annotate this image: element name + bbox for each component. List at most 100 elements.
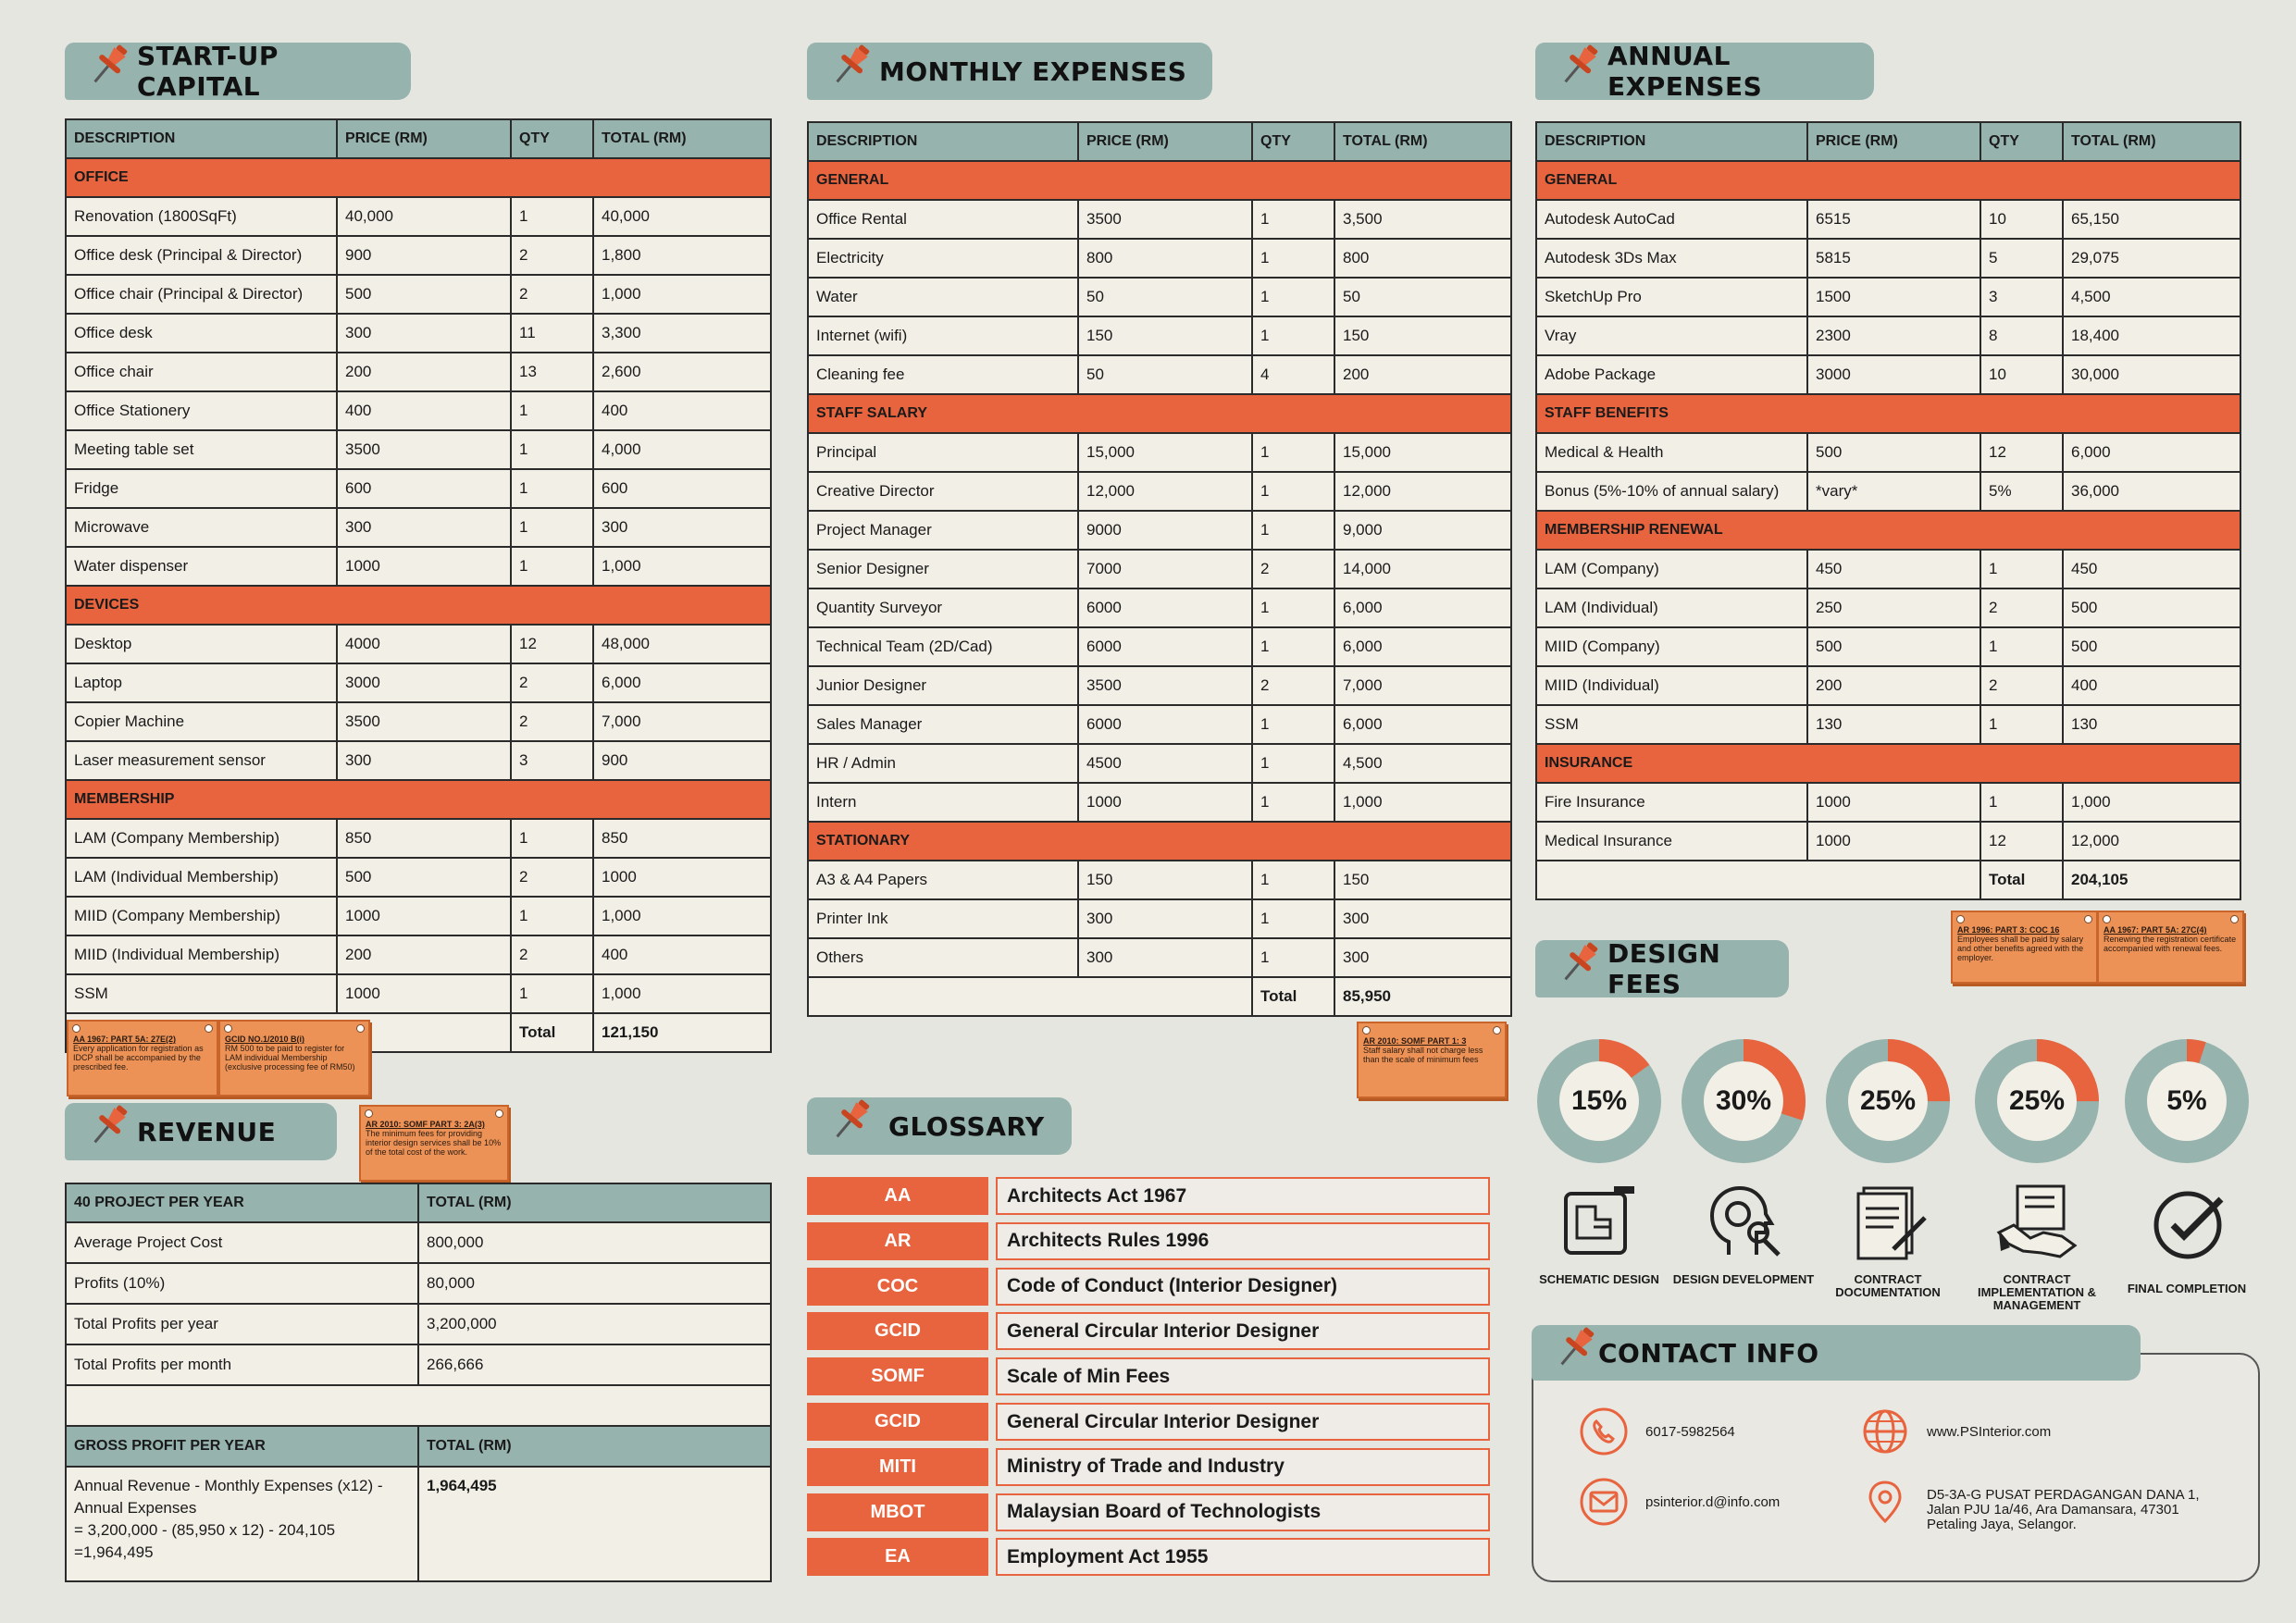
contact-phone[interactable]: 6017-5982564 bbox=[1579, 1406, 1735, 1456]
table-cell: 200 bbox=[1806, 665, 1981, 706]
glossary-row: EA Employment Act 1955 bbox=[807, 1538, 1490, 1577]
globe-icon bbox=[1863, 1409, 1907, 1454]
table-cell: 800 bbox=[1334, 238, 1512, 279]
table-cell: 29,075 bbox=[2062, 238, 2241, 279]
table-cell: 300 bbox=[336, 313, 512, 353]
sticky-note: AR 2010: SOMF PART 1: 3 Staff salary sha… bbox=[1357, 1022, 1507, 1098]
table-cell: Laptop bbox=[65, 663, 338, 703]
table-cell: 2 bbox=[510, 274, 594, 315]
table-cell: 2300 bbox=[1806, 316, 1981, 356]
table-cell: 2 bbox=[510, 701, 594, 742]
table-cell: 6515 bbox=[1806, 199, 1981, 240]
design-fees-title: DESIGN FEES bbox=[1607, 938, 1721, 999]
table-cell: 50 bbox=[1334, 277, 1512, 317]
table-cell: 1 bbox=[1251, 782, 1335, 823]
gross-line: = 3,200,000 - (85,950 x 12) - 204,105 bbox=[74, 1521, 336, 1539]
table-cell: 1 bbox=[1251, 743, 1335, 784]
fee-percent: 5% bbox=[2166, 1085, 2207, 1116]
address-text: D5-3A-G PUSAT PERDAGANGAN DANA 1, Jalan … bbox=[1927, 1477, 2200, 1532]
glossary-row: SOMF Scale of Min Fees bbox=[807, 1357, 1490, 1396]
check-icon bbox=[2153, 1191, 2224, 1259]
table-cell: 13 bbox=[510, 352, 594, 392]
section-row: DEVICES bbox=[65, 585, 772, 626]
sticky-note: GCID NO.1/2010 B(i) RM 500 to be paid to… bbox=[218, 1020, 370, 1096]
donut-fill bbox=[2125, 1039, 2249, 1163]
table-header-cell: PRICE (RM) bbox=[336, 118, 512, 159]
glossary-title-tab: GLOSSARY bbox=[807, 1097, 1072, 1155]
table-cell: 12,000 bbox=[2062, 821, 2241, 861]
fee-percent: 30% bbox=[1715, 1085, 1772, 1116]
pushpin-icon bbox=[836, 1099, 870, 1138]
table-header-cell: TOTAL (RM) bbox=[592, 118, 772, 159]
table-cell: 1 bbox=[1251, 316, 1335, 356]
contact-website[interactable]: www.PSInterior.com bbox=[1860, 1406, 2051, 1456]
table-row: Meeting table set 3500 1 4,000 bbox=[65, 429, 772, 470]
table-cell: 1 bbox=[510, 507, 594, 548]
table-row: Junior Designer 3500 2 7,000 bbox=[807, 665, 1512, 706]
contact-title-tab: CONTACT INFO bbox=[1532, 1325, 2141, 1381]
table-cell: 450 bbox=[1806, 549, 1981, 589]
table-row: Vray 2300 8 18,400 bbox=[1535, 316, 2241, 356]
table-row: Printer Ink 300 1 300 bbox=[807, 898, 1512, 939]
table-row: Office chair (Principal & Director) 500 2 1… bbox=[65, 274, 772, 315]
table-cell: 130 bbox=[2062, 704, 2241, 745]
table-cell: 8 bbox=[1980, 316, 2064, 356]
table-cell: 1,000 bbox=[2062, 782, 2241, 823]
table-cell: 1 bbox=[1251, 199, 1335, 240]
table-row: Medical Insurance 1000 12 12,000 bbox=[1535, 821, 2241, 861]
table-cell: Technical Team (2D/Cad) bbox=[807, 626, 1079, 667]
revenue-title: REVENUE bbox=[137, 1116, 277, 1147]
contact-title: CONTACT INFO bbox=[1598, 1337, 1819, 1369]
table-cell: 150 bbox=[1077, 316, 1253, 356]
table-cell: 500 bbox=[1806, 626, 1981, 667]
table-cell: 200 bbox=[1334, 354, 1512, 395]
table-cell: 1 bbox=[1251, 432, 1335, 473]
fee-donut-chart bbox=[1682, 1039, 1806, 1163]
table-cell: 6,000 bbox=[2062, 432, 2241, 473]
table-cell: 3000 bbox=[1806, 354, 1981, 395]
table-row: MIID (Individual Membership) 200 2 400 bbox=[65, 935, 772, 975]
table-cell: 3 bbox=[1980, 277, 2064, 317]
table-row: Laser measurement sensor 300 3 900 bbox=[65, 740, 772, 781]
table-cell: 1 bbox=[1251, 937, 1335, 978]
glossary-definition: Ministry of Trade and Industry bbox=[996, 1447, 1490, 1486]
table-cell: 3 bbox=[510, 740, 594, 781]
table-cell: Medical Insurance bbox=[1535, 821, 1808, 861]
table-header-row: DESCRIPTION PRICE (RM) QTY TOTAL (RM) bbox=[1535, 121, 2241, 162]
table-header-cell: TOTAL (RM) bbox=[2062, 121, 2241, 162]
contact-email[interactable]: psinterior.d@info.com bbox=[1579, 1477, 1780, 1527]
fee-percent: 25% bbox=[1859, 1085, 1917, 1116]
table-cell: *vary* bbox=[1806, 471, 1981, 512]
glossary-definition: Code of Conduct (Interior Designer) bbox=[996, 1267, 1490, 1306]
table-header-cell: DESCRIPTION bbox=[1535, 121, 1808, 162]
empty-cell bbox=[807, 976, 1253, 1017]
table-cell: 150 bbox=[1334, 860, 1512, 900]
table-cell: 1 bbox=[1980, 782, 2064, 823]
table-cell: A3 & A4 Papers bbox=[807, 860, 1079, 900]
section-label: STAFF BENEFITS bbox=[1535, 393, 2241, 434]
gross-header-row: GROSS PROFIT PER YEAR TOTAL (RM) bbox=[65, 1425, 772, 1468]
table-cell: Medical & Health bbox=[1535, 432, 1808, 473]
handshake-icon bbox=[1996, 1184, 2078, 1258]
donut-fill bbox=[1826, 1039, 1950, 1163]
blueprint-icon bbox=[1564, 1186, 1634, 1255]
table-cell: 1 bbox=[510, 896, 594, 936]
table-row: Water 50 1 50 bbox=[807, 277, 1512, 317]
table-cell: Sales Manager bbox=[807, 704, 1079, 745]
table-cell: Laser measurement sensor bbox=[65, 740, 338, 781]
table-row: Total Profits per month 266,666 bbox=[65, 1344, 772, 1386]
table-cell: 1,000 bbox=[592, 546, 772, 587]
glossary-abbr: COC bbox=[807, 1267, 988, 1306]
glossary-row: GCID General Circular Interior Designer bbox=[807, 1403, 1490, 1441]
table-cell: 500 bbox=[336, 857, 512, 898]
pushpin-icon bbox=[93, 1105, 128, 1144]
table-row: Office desk 300 11 3,300 bbox=[65, 313, 772, 353]
table-cell: MIID (Individual Membership) bbox=[65, 935, 338, 975]
table-cell: 6,000 bbox=[592, 663, 772, 703]
gross-line: =1,964,495 bbox=[74, 1543, 154, 1561]
table-cell: 7,000 bbox=[592, 701, 772, 742]
glossary-abbr: MBOT bbox=[807, 1493, 988, 1531]
section-row: STAFF BENEFITS bbox=[1535, 393, 2241, 434]
table-cell: 600 bbox=[336, 468, 512, 509]
contract-icon bbox=[1856, 1186, 1927, 1260]
